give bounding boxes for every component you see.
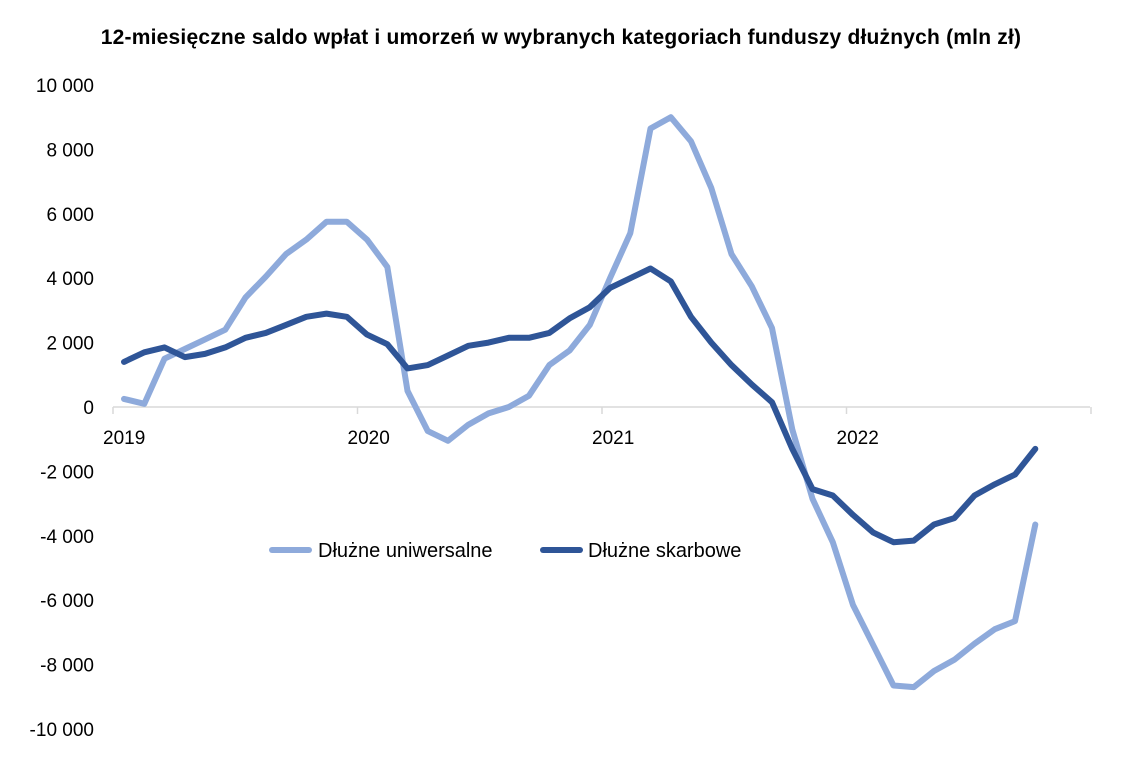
series-lines: [121, 114, 1039, 691]
x-tick-label: 2019: [103, 428, 145, 449]
y-tick-label: 4 000: [46, 269, 94, 290]
legend: Dłużne uniwersalne Dłużne skarbowe: [269, 540, 741, 562]
x-tick-label: 2020: [348, 428, 390, 449]
y-tick-label: 10 000: [36, 76, 94, 97]
x-tick-label: 2022: [837, 428, 879, 449]
y-tick-label: -4 000: [40, 527, 94, 548]
x-axis: 2019 2020 2021 2022: [103, 406, 1092, 449]
legend-label: Dłużne uniwersalne: [318, 540, 493, 562]
x-tick-label: 2021: [592, 428, 634, 449]
y-tick-label: -8 000: [40, 656, 94, 677]
y-axis-tick-labels: 10 000 8 000 6 000 4 000 2 000 0 -2 000 -4 000 -…: [30, 76, 94, 741]
y-tick-label: 0: [83, 398, 94, 419]
y-tick-label: 8 000: [46, 140, 94, 161]
y-tick-label: -2 000: [40, 462, 94, 483]
series-line-dluzne-uniwersalne: [121, 114, 1039, 691]
chart-title: 12-miesięczne saldo wpłat i umorzeń w wy…: [100, 26, 1022, 49]
series-line-dluzne-skarbowe: [121, 265, 1039, 546]
y-tick-label: 6 000: [46, 205, 94, 226]
y-tick-label: -10 000: [30, 720, 94, 741]
y-tick-label: -6 000: [40, 591, 94, 612]
legend-label: Dłużne skarbowe: [588, 540, 741, 562]
y-tick-label: 2 000: [46, 334, 94, 355]
